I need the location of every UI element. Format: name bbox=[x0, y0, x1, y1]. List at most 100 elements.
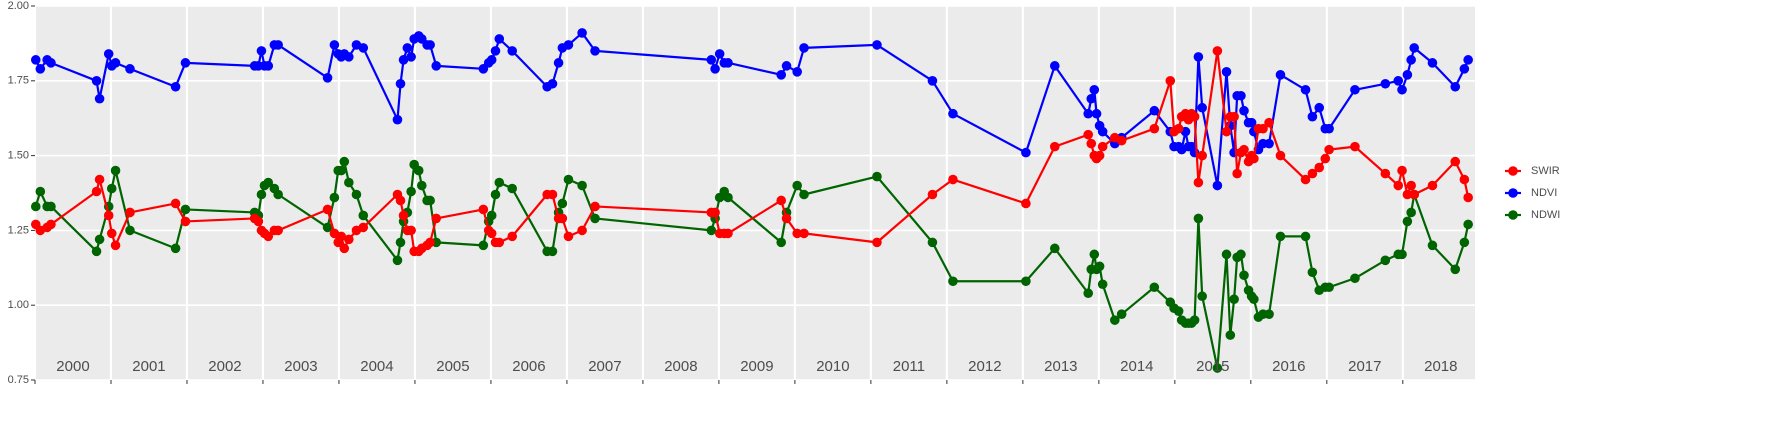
y-tick-label: 1.50 bbox=[8, 150, 29, 162]
data-point bbox=[710, 207, 720, 218]
data-point bbox=[1397, 84, 1407, 95]
data-point bbox=[1083, 108, 1094, 119]
data-point bbox=[46, 219, 56, 230]
x-tick-label: 2010 bbox=[816, 358, 849, 375]
data-point bbox=[358, 222, 369, 233]
data-point bbox=[1427, 58, 1438, 68]
data-point bbox=[1264, 138, 1274, 149]
data-point bbox=[1463, 219, 1473, 230]
data-point bbox=[180, 204, 191, 215]
data-point bbox=[1239, 105, 1249, 116]
data-point bbox=[872, 237, 882, 248]
data-point bbox=[1116, 309, 1127, 319]
data-point bbox=[256, 189, 267, 200]
data-point bbox=[94, 234, 105, 245]
data-point bbox=[1275, 70, 1286, 80]
data-point bbox=[263, 231, 274, 242]
data-point bbox=[1083, 288, 1094, 299]
data-point bbox=[180, 216, 191, 227]
x-tick-label: 2002 bbox=[208, 358, 241, 375]
data-point bbox=[927, 237, 938, 248]
x-tick-label: 2001 bbox=[132, 358, 165, 375]
y-tick-label: 0.75 bbox=[8, 374, 29, 386]
data-point bbox=[1149, 282, 1160, 293]
data-point bbox=[395, 195, 406, 206]
data-point bbox=[1236, 249, 1246, 260]
data-point bbox=[1459, 237, 1470, 248]
data-point bbox=[1406, 55, 1416, 65]
legend-label: SWIR bbox=[1531, 165, 1560, 177]
axes: 0.75 1.00 1.25 1.50 1.75 2.00 2000 2001 2002 2003… bbox=[8, 0, 1458, 386]
data-point bbox=[1459, 174, 1470, 185]
data-point bbox=[799, 228, 809, 239]
data-point bbox=[478, 240, 489, 251]
data-point bbox=[273, 189, 283, 200]
data-point bbox=[557, 198, 568, 209]
data-point bbox=[263, 61, 274, 71]
data-point bbox=[1229, 111, 1239, 122]
data-point bbox=[170, 243, 181, 254]
x-tick-label: 2007 bbox=[588, 358, 621, 375]
data-point bbox=[1197, 102, 1207, 113]
data-point bbox=[948, 108, 958, 119]
data-point bbox=[1089, 84, 1100, 95]
data-point bbox=[590, 201, 600, 212]
data-point bbox=[431, 61, 442, 71]
data-point bbox=[125, 207, 135, 218]
data-point bbox=[322, 204, 333, 215]
data-point bbox=[1221, 126, 1232, 137]
data-point bbox=[1320, 153, 1331, 164]
data-point bbox=[1409, 189, 1420, 200]
data-point bbox=[406, 225, 416, 236]
data-point bbox=[927, 76, 938, 86]
data-point bbox=[1021, 276, 1031, 287]
data-point bbox=[1324, 144, 1334, 155]
data-point bbox=[170, 81, 181, 92]
data-point bbox=[577, 225, 587, 236]
data-point bbox=[723, 228, 733, 239]
data-point bbox=[1239, 270, 1249, 281]
data-point bbox=[577, 28, 587, 38]
data-point bbox=[1307, 168, 1318, 179]
data-point bbox=[1212, 363, 1223, 373]
data-point bbox=[792, 67, 802, 77]
data-point bbox=[46, 201, 56, 212]
data-point bbox=[1149, 105, 1160, 116]
data-point bbox=[170, 198, 181, 209]
data-point bbox=[563, 231, 574, 242]
data-point bbox=[392, 114, 403, 125]
data-point bbox=[1221, 249, 1232, 260]
data-point bbox=[1116, 135, 1127, 146]
data-point bbox=[1450, 81, 1461, 92]
data-point bbox=[507, 183, 518, 194]
data-point bbox=[553, 58, 564, 68]
data-point bbox=[486, 210, 497, 221]
data-point bbox=[110, 58, 121, 68]
data-point bbox=[1450, 156, 1461, 167]
data-point bbox=[948, 276, 958, 287]
data-point bbox=[590, 213, 600, 224]
data-point bbox=[1097, 141, 1108, 152]
data-point bbox=[590, 46, 600, 56]
data-point bbox=[1110, 315, 1120, 325]
data-point bbox=[344, 52, 354, 62]
data-point bbox=[1402, 216, 1413, 227]
data-point bbox=[1409, 43, 1420, 53]
data-point bbox=[1221, 67, 1232, 77]
data-point bbox=[1324, 282, 1334, 293]
data-point bbox=[1097, 126, 1108, 137]
data-point bbox=[1307, 111, 1318, 122]
data-point bbox=[723, 192, 733, 203]
data-point bbox=[927, 189, 938, 200]
data-point bbox=[273, 225, 283, 236]
data-point bbox=[253, 216, 264, 227]
data-point bbox=[710, 64, 720, 74]
data-point bbox=[1314, 162, 1325, 173]
data-point bbox=[1314, 102, 1325, 113]
data-point bbox=[1239, 144, 1249, 155]
x-tick-label: 2016 bbox=[1272, 358, 1305, 375]
legend-key bbox=[1508, 210, 1518, 220]
data-point bbox=[1021, 147, 1031, 158]
data-point bbox=[425, 237, 435, 248]
data-point bbox=[1189, 315, 1200, 325]
